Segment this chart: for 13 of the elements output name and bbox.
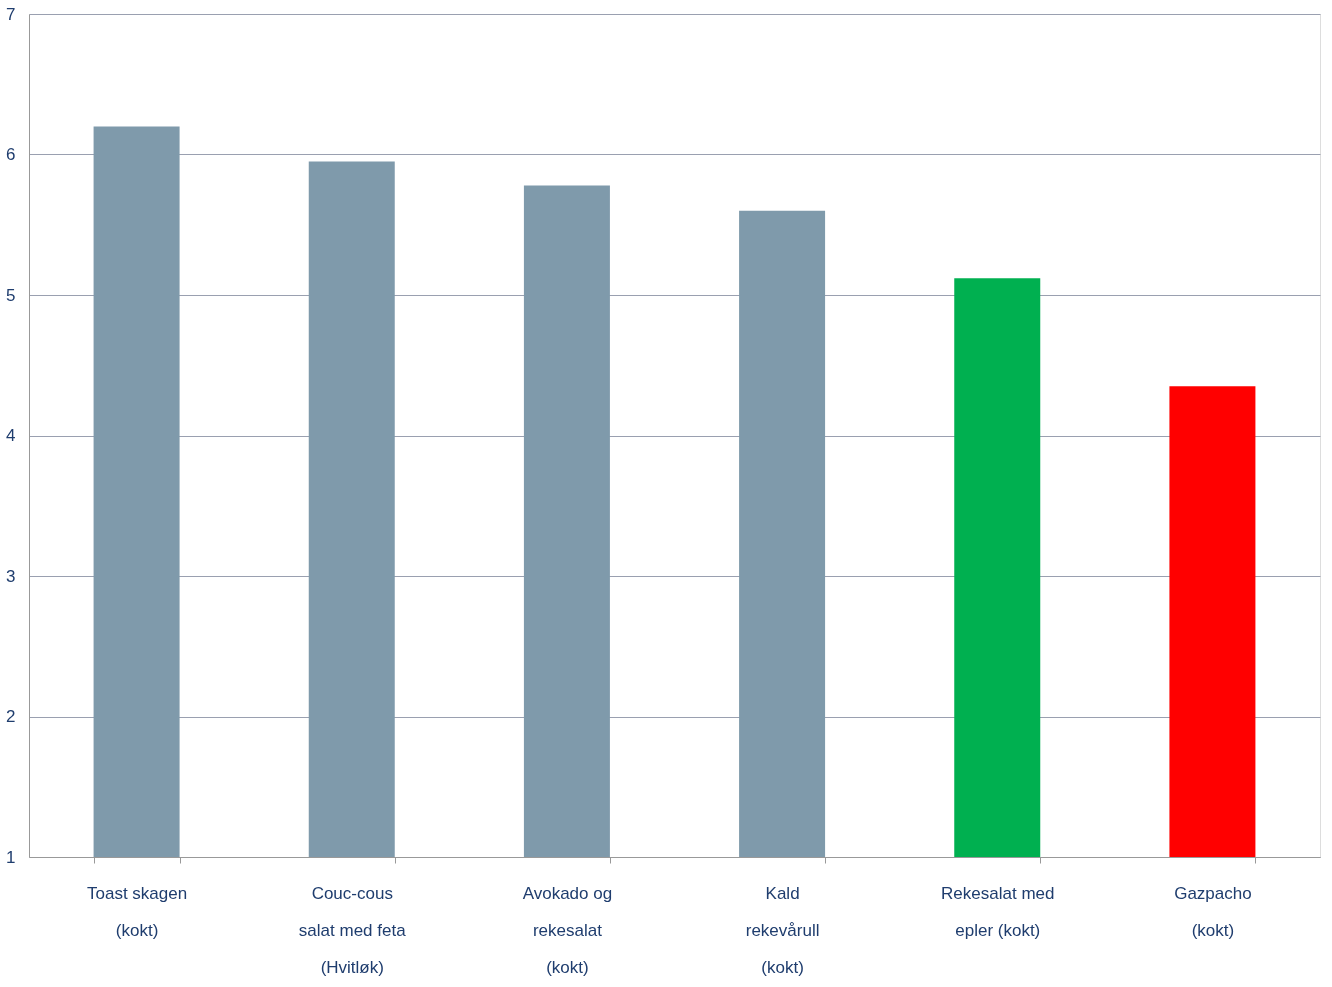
y-tick-label: 3 (6, 566, 16, 586)
x-tick-label: Toast skagen (kokt) (86, 883, 188, 940)
x-tick-label: Couc-cous salat med feta (Hvitløk) (298, 883, 407, 977)
y-tick-label: 1 (6, 847, 16, 867)
y-tick-label: 6 (6, 145, 16, 164)
y-tick-label: 2 (6, 707, 16, 726)
x-tick-label: Kald rekevårull (kokt) (745, 883, 820, 977)
y-tick-label: 4 (6, 426, 16, 445)
y-tick-label: 5 (6, 285, 16, 305)
x-tick-label: Rekesalat med epler (kokt) (941, 883, 1055, 940)
y-tick-label: 7 (6, 4, 16, 24)
x-tick-label: Avokado og rekesalat (kokt) (522, 883, 613, 977)
x-tick-label: Gazpacho (kokt) (1174, 883, 1252, 940)
